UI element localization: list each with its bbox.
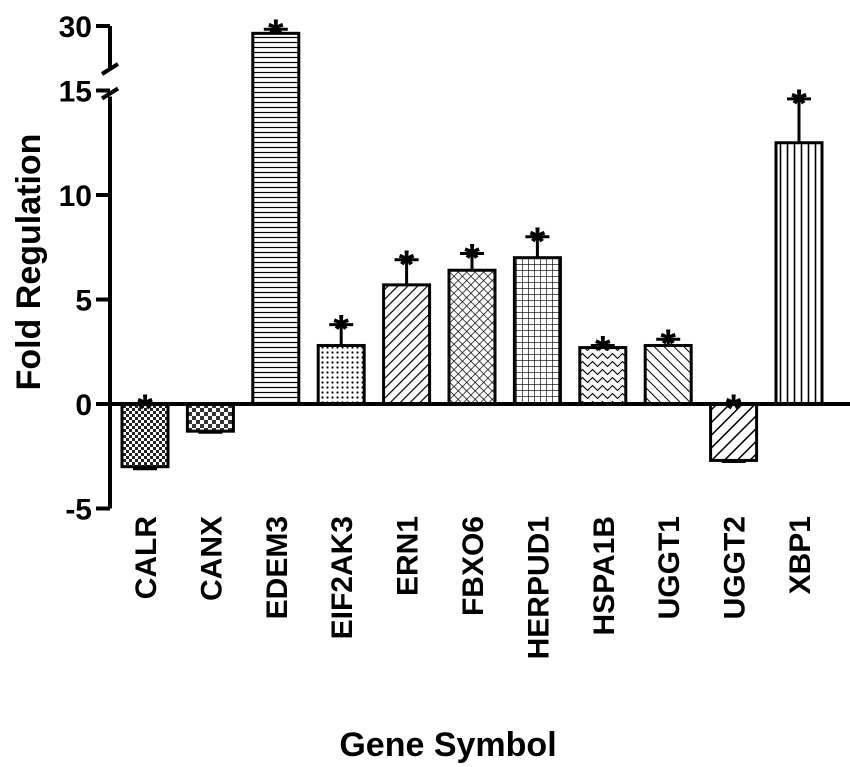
- axes: CALR CANX EDEM3 EIF2AK3 ERN1 FBXO6 HERPUD1 HSPA…: [59, 11, 850, 659]
- x-tick-label-herpud1: HERPUD1: [522, 516, 555, 659]
- x-tick-label-ern1: ERN1: [392, 516, 425, 596]
- bar-edem3: [251, 31, 301, 406]
- x-tick-label-calr: CALR: [130, 516, 163, 600]
- y-tick-label-0: 0: [75, 389, 92, 422]
- significance-star-hspa1b: *: [595, 328, 611, 372]
- x-tick-label-hspa1b: HSPA1B: [588, 516, 621, 635]
- x-tick-label-edem3: EDEM3: [261, 516, 294, 619]
- x-tick-label-uggt1: UGGT1: [653, 516, 686, 619]
- significance-star-eif2ak3: *: [333, 308, 349, 352]
- x-tick-label-uggt2: UGGT2: [719, 516, 752, 619]
- bar-xbp1: [774, 141, 824, 406]
- axis-break-mark-top: [100, 62, 120, 76]
- x-tick-label-eif2ak3: EIF2AK3: [326, 516, 359, 639]
- significance-star-fbxo6: *: [464, 237, 480, 281]
- y-tick-label-10: 10: [59, 180, 92, 213]
- significance-star-ern1: *: [399, 243, 415, 287]
- x-tick-label-xbp1: XBP1: [784, 516, 817, 594]
- y-tick-label-5: 5: [75, 285, 92, 318]
- significance-star-xbp1: *: [791, 82, 807, 126]
- x-axis-title: Gene Symbol: [339, 726, 556, 764]
- bar-uggt2: [709, 402, 759, 462]
- y-tick-label--5: -5: [65, 494, 92, 527]
- axis-break-mark-bottom: [100, 86, 120, 101]
- significance-star-herpud1: *: [530, 220, 546, 264]
- significance-star-edem3: *: [268, 12, 284, 56]
- x-tick-label-fbxo6: FBXO6: [457, 516, 490, 616]
- bar-herpud1: [512, 256, 562, 406]
- bars-layer: * * * * * * * * * *: [120, 12, 824, 471]
- x-tick-label-canx: CANX: [195, 516, 228, 601]
- significance-star-uggt2: *: [726, 387, 742, 431]
- bar-calr: [120, 402, 170, 469]
- bar-fbxo6: [447, 268, 497, 406]
- y-axis-title: Fold Regulation: [10, 134, 48, 391]
- bar-uggt1: [643, 343, 693, 406]
- bar-ern1: [382, 283, 432, 406]
- significance-star-uggt1: *: [660, 322, 676, 366]
- y-tick-label-15: 15: [59, 76, 92, 109]
- bar-eif2ak3: [316, 343, 366, 406]
- significance-star-calr: *: [137, 387, 153, 431]
- bar-canx: [185, 402, 235, 433]
- y-tick-label-30: 30: [59, 11, 92, 44]
